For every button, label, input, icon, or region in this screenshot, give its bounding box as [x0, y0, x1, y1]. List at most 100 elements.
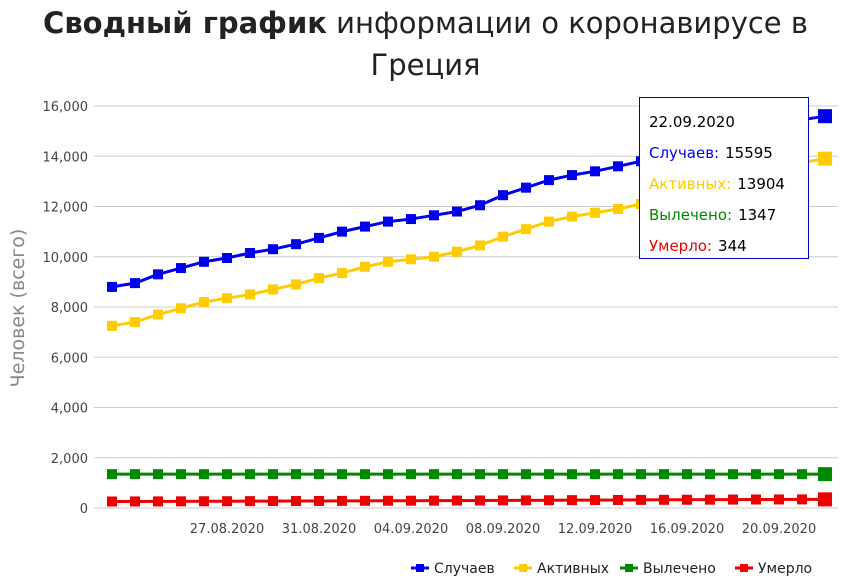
data-point[interactable]: [406, 469, 416, 480]
data-point[interactable]: [544, 175, 554, 186]
data-point[interactable]: [590, 495, 600, 506]
legend-item[interactable]: Вылечено: [620, 561, 716, 577]
data-point[interactable]: [107, 469, 117, 480]
data-point[interactable]: [751, 469, 761, 480]
data-point[interactable]: [567, 469, 577, 480]
data-point[interactable]: [774, 469, 784, 480]
data-point[interactable]: [682, 469, 692, 480]
data-point[interactable]: [613, 469, 623, 480]
data-point[interactable]: [107, 281, 117, 292]
data-point[interactable]: [751, 494, 761, 505]
data-point[interactable]: [521, 182, 531, 193]
data-point[interactable]: [245, 496, 255, 507]
data-point[interactable]: [153, 269, 163, 280]
data-point[interactable]: [291, 239, 301, 250]
data-point[interactable]: [314, 495, 324, 506]
data-point[interactable]: [475, 200, 485, 211]
data-point[interactable]: [291, 469, 301, 480]
legend-item[interactable]: Активных: [514, 561, 609, 577]
data-point[interactable]: [222, 293, 232, 304]
data-point[interactable]: [406, 214, 416, 225]
legend-item[interactable]: Умерло: [735, 561, 812, 577]
data-point[interactable]: [268, 496, 278, 507]
data-point[interactable]: [774, 494, 784, 505]
data-point[interactable]: [314, 469, 324, 480]
data-point[interactable]: [130, 317, 140, 328]
data-point[interactable]: [337, 469, 347, 480]
data-point[interactable]: [153, 309, 163, 320]
data-point[interactable]: [337, 495, 347, 506]
data-point[interactable]: [590, 207, 600, 218]
data-point[interactable]: [818, 109, 832, 124]
data-point[interactable]: [222, 469, 232, 480]
data-point[interactable]: [383, 216, 393, 227]
data-point[interactable]: [567, 170, 577, 181]
data-point[interactable]: [590, 166, 600, 177]
data-point[interactable]: [475, 495, 485, 506]
data-point[interactable]: [176, 496, 186, 507]
data-point[interactable]: [199, 469, 209, 480]
data-point[interactable]: [245, 469, 255, 480]
data-point[interactable]: [176, 303, 186, 314]
data-point[interactable]: [314, 273, 324, 284]
data-point[interactable]: [452, 469, 462, 480]
data-point[interactable]: [107, 496, 117, 507]
data-point[interactable]: [659, 494, 669, 505]
legend[interactable]: Случаев Активных Вылечено Умерло: [411, 561, 812, 577]
data-point[interactable]: [245, 289, 255, 300]
data-point[interactable]: [728, 469, 738, 480]
data-point[interactable]: [682, 494, 692, 505]
data-point[interactable]: [383, 495, 393, 506]
data-point[interactable]: [659, 469, 669, 480]
data-point[interactable]: [636, 469, 646, 480]
data-point[interactable]: [544, 216, 554, 227]
data-point[interactable]: [245, 247, 255, 258]
data-point[interactable]: [818, 467, 832, 482]
data-point[interactable]: [268, 244, 278, 255]
data-point[interactable]: [429, 210, 439, 221]
data-point[interactable]: [360, 221, 370, 232]
data-point[interactable]: [544, 469, 554, 480]
data-point[interactable]: [475, 469, 485, 480]
data-point[interactable]: [222, 253, 232, 264]
data-point[interactable]: [521, 469, 531, 480]
data-point[interactable]: [360, 469, 370, 480]
data-point[interactable]: [498, 469, 508, 480]
legend-item[interactable]: Случаев: [411, 561, 495, 577]
data-point[interactable]: [590, 469, 600, 480]
data-point[interactable]: [199, 296, 209, 307]
data-point[interactable]: [314, 232, 324, 243]
data-point[interactable]: [613, 161, 623, 172]
data-point[interactable]: [337, 226, 347, 237]
data-point[interactable]: [107, 320, 117, 331]
data-point[interactable]: [521, 495, 531, 506]
data-point[interactable]: [705, 494, 715, 505]
data-point[interactable]: [521, 224, 531, 235]
data-point[interactable]: [153, 496, 163, 507]
data-point[interactable]: [544, 495, 554, 506]
data-point[interactable]: [452, 206, 462, 217]
data-point[interactable]: [475, 240, 485, 251]
data-point[interactable]: [818, 151, 832, 166]
data-point[interactable]: [383, 256, 393, 267]
data-point[interactable]: [130, 278, 140, 289]
data-point[interactable]: [567, 211, 577, 222]
data-point[interactable]: [498, 495, 508, 506]
data-point[interactable]: [406, 495, 416, 506]
data-point[interactable]: [429, 251, 439, 262]
data-point[interactable]: [153, 469, 163, 480]
data-point[interactable]: [705, 469, 715, 480]
data-point[interactable]: [199, 256, 209, 267]
data-point[interactable]: [268, 469, 278, 480]
data-point[interactable]: [452, 246, 462, 257]
data-point[interactable]: [360, 261, 370, 272]
data-point[interactable]: [452, 495, 462, 506]
data-point[interactable]: [613, 494, 623, 505]
data-point[interactable]: [406, 254, 416, 265]
data-point[interactable]: [222, 496, 232, 507]
data-point[interactable]: [429, 469, 439, 480]
data-point[interactable]: [383, 469, 393, 480]
data-point[interactable]: [797, 494, 807, 505]
data-point[interactable]: [130, 469, 140, 480]
data-point[interactable]: [291, 279, 301, 290]
